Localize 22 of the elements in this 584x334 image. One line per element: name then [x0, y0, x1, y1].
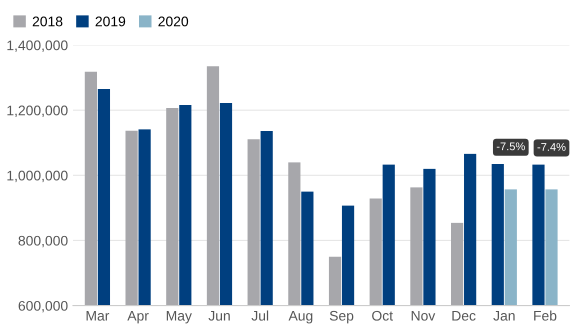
x-tick-label: Jun — [208, 310, 230, 321]
x-tick-label: Dec — [452, 310, 476, 321]
annotation: -7.5% — [496, 142, 525, 150]
x-tick-label: Nov — [412, 310, 436, 321]
x-tick-label: Mar — [86, 310, 110, 321]
y-tick-label: 1,200,000 — [7, 106, 68, 118]
legend-label: 2020 — [158, 16, 188, 26]
legend-label: 2018 — [32, 16, 62, 26]
x-tick-label: Apr — [127, 310, 149, 324]
x-tick-label: Oct — [372, 310, 393, 321]
y-tick-label: 800,000 — [18, 236, 68, 248]
y-tick-label: 600,000 — [18, 300, 68, 312]
x-tick-label: Jul — [252, 310, 268, 321]
legend-label: 2019 — [96, 16, 126, 26]
x-tick-label: Feb — [534, 310, 556, 321]
x-tick-label: Jan — [493, 310, 515, 321]
x-tick-label: May — [166, 310, 192, 324]
x-tick-label: Sep — [330, 310, 354, 324]
x-tick-label: Aug — [288, 310, 312, 324]
y-tick-label: 1,000,000 — [7, 170, 68, 182]
annotation: -7.4% — [537, 143, 566, 151]
y-tick-label: 1,400,000 — [7, 40, 68, 52]
